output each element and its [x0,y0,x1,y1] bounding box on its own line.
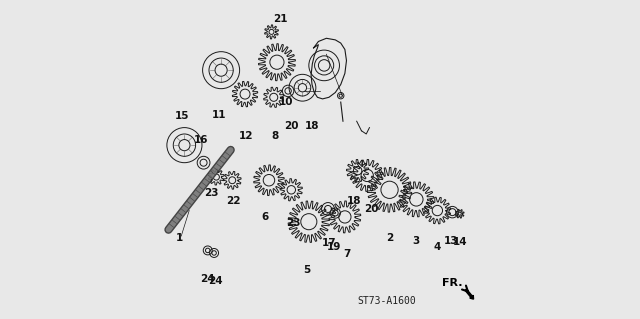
Text: 24: 24 [208,276,223,286]
Text: 23: 23 [285,218,300,228]
Text: 3: 3 [413,236,420,246]
Text: 2: 2 [386,233,393,243]
Text: 1: 1 [176,233,183,243]
Text: FR.: FR. [442,278,462,288]
Text: 23: 23 [204,188,218,198]
Text: 18: 18 [305,121,319,131]
Text: 5: 5 [303,264,310,275]
Text: 18: 18 [347,196,361,206]
Text: 21: 21 [273,14,287,24]
Text: 22: 22 [226,196,241,206]
Text: ST73-A1600: ST73-A1600 [358,296,417,307]
Text: 7: 7 [343,249,350,259]
Text: 17: 17 [322,238,336,248]
Text: 8: 8 [272,130,279,141]
Text: 11: 11 [212,110,227,120]
Text: 10: 10 [279,97,294,107]
Text: 12: 12 [239,130,253,141]
Text: 20: 20 [364,204,379,214]
Text: 14: 14 [453,237,468,248]
Text: 24: 24 [200,274,215,284]
FancyArrow shape [465,289,474,299]
Text: 16: 16 [194,135,209,145]
Text: 19: 19 [327,242,342,252]
Text: 4: 4 [434,242,441,252]
Text: 15: 15 [175,111,189,122]
Text: 20: 20 [284,121,298,131]
Text: 6: 6 [262,212,269,222]
Text: 13: 13 [444,236,459,247]
